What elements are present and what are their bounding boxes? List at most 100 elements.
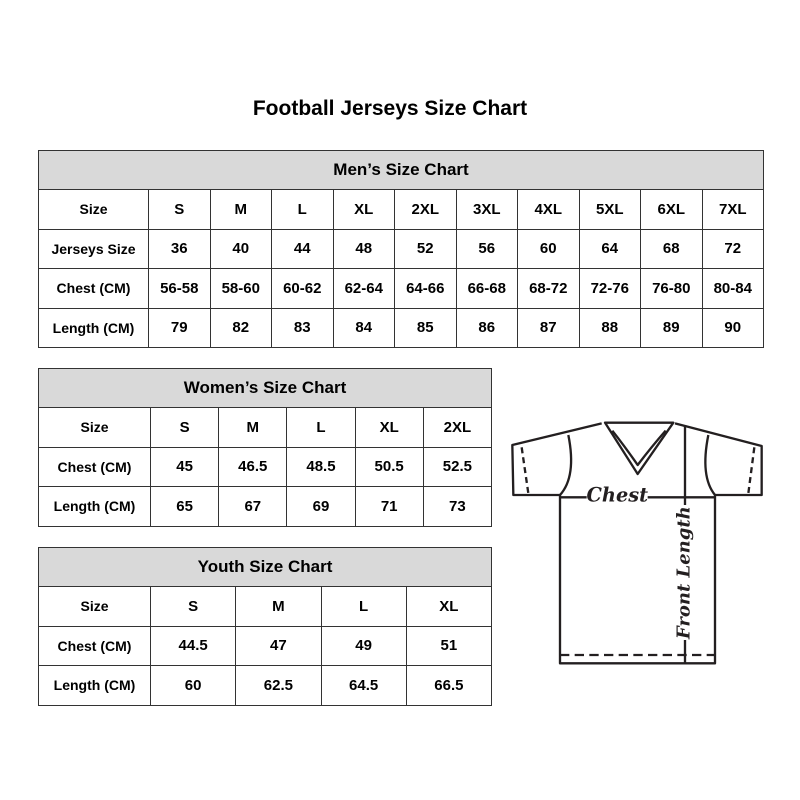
- table-cell: 64-66: [394, 268, 457, 309]
- table-cell: 66.5: [405, 665, 493, 706]
- table-cell: 71: [354, 486, 424, 527]
- table-cell: 89: [640, 307, 703, 348]
- row-label: Length (CM): [38, 307, 149, 348]
- table-cell: 48: [332, 228, 395, 269]
- table-cell: 60-62: [271, 268, 334, 309]
- table-cell: 5XL: [578, 189, 641, 230]
- table-cell: XL: [332, 189, 395, 230]
- collar-inner: [611, 429, 667, 467]
- mens-size-table: Men’s Size Chart Size S M L XL 2XL 3XL 4XL 5XL 6X…: [38, 150, 764, 348]
- row-label: Chest (CM): [38, 446, 151, 487]
- row-label: Chest (CM): [38, 268, 149, 309]
- men-row-jerseys-size: Jerseys Size 36 40 44 48 52 56 60 64 68 72: [38, 228, 764, 269]
- table-cell: 40: [209, 228, 272, 269]
- table-cell: 62.5: [235, 665, 322, 706]
- table-cell: 4XL: [517, 189, 580, 230]
- table-cell: 84: [332, 307, 395, 348]
- men-row-length-cm: Length (CM) 79 82 83 84 85 86 87 88 89 90: [38, 307, 764, 348]
- table-cell: L: [286, 407, 356, 448]
- table-cell: 87: [517, 307, 580, 348]
- table-cell: 2XL: [422, 407, 493, 448]
- table-cell: 90: [701, 307, 764, 348]
- table-cell: 69: [286, 486, 356, 527]
- row-label: Length (CM): [38, 486, 151, 527]
- table-cell: L: [271, 189, 334, 230]
- table-cell: 86: [455, 307, 518, 348]
- youth-row-chest-cm: Chest (CM) 44.5 47 49 51: [38, 625, 493, 666]
- table-cell: 56-58: [148, 268, 211, 309]
- table-cell: 49: [320, 625, 407, 666]
- youth-row-size: Size S M L XL: [38, 586, 493, 627]
- front-length-label: Front Length: [673, 506, 694, 640]
- table-cell: 64: [578, 228, 641, 269]
- table-cell: 44.5: [149, 625, 237, 666]
- table-cell: 73: [422, 486, 493, 527]
- table-cell: 58-60: [209, 268, 272, 309]
- women-row-chest-cm: Chest (CM) 45 46.5 48.5 50.5 52.5: [38, 446, 493, 487]
- table-cell: 3XL: [455, 189, 518, 230]
- table-cell: XL: [354, 407, 424, 448]
- table-cell: S: [149, 407, 220, 448]
- table-cell: 7XL: [701, 189, 764, 230]
- table-cell: XL: [405, 586, 493, 627]
- table-cell: S: [149, 586, 237, 627]
- table-cell: 60: [149, 665, 237, 706]
- chest-label: Chest: [587, 484, 649, 507]
- men-row-chest-cm: Chest (CM) 56-58 58-60 60-62 62-64 64-66 66-68…: [38, 268, 764, 309]
- table-cell: 45: [149, 446, 220, 487]
- table-cell: 44: [271, 228, 334, 269]
- table-cell: 52: [394, 228, 457, 269]
- table-cell: 85: [394, 307, 457, 348]
- table-cell: 79: [148, 307, 211, 348]
- jersey-measurement-diagram: Chest Front Length: [511, 421, 763, 665]
- row-label: Size: [38, 586, 151, 627]
- table-cell: 36: [148, 228, 211, 269]
- collar-outer: [603, 421, 675, 476]
- row-label: Chest (CM): [38, 625, 151, 666]
- mens-table-heading: Men’s Size Chart: [38, 150, 764, 190]
- table-cell: 51: [405, 625, 493, 666]
- table-cell: 64.5: [320, 665, 407, 706]
- table-cell: M: [218, 407, 288, 448]
- womens-size-table: Women’s Size Chart Size S M L XL 2XL Chest (CM…: [38, 368, 493, 527]
- table-cell: 82: [209, 307, 272, 348]
- table-cell: 50.5: [354, 446, 424, 487]
- women-row-size: Size S M L XL 2XL: [38, 407, 493, 448]
- table-cell: 62-64: [332, 268, 395, 309]
- table-cell: 80-84: [701, 268, 764, 309]
- table-cell: 6XL: [640, 189, 703, 230]
- table-cell: 56: [455, 228, 518, 269]
- table-cell: 48.5: [286, 446, 356, 487]
- table-cell: 65: [149, 486, 220, 527]
- table-cell: M: [235, 586, 322, 627]
- youth-table-heading: Youth Size Chart: [38, 547, 492, 587]
- shirt-outline: [511, 422, 763, 665]
- row-label: Jerseys Size: [38, 228, 149, 269]
- table-cell: 47: [235, 625, 322, 666]
- youth-row-length-cm: Length (CM) 60 62.5 64.5 66.5: [38, 665, 493, 706]
- table-cell: 83: [271, 307, 334, 348]
- table-cell: 52.5: [422, 446, 493, 487]
- row-label: Size: [38, 407, 151, 448]
- table-cell: 67: [218, 486, 288, 527]
- men-row-size: Size S M L XL 2XL 3XL 4XL 5XL 6XL 7XL: [38, 189, 764, 230]
- womens-table-heading: Women’s Size Chart: [38, 368, 492, 408]
- table-cell: 88: [578, 307, 641, 348]
- table-cell: 60: [517, 228, 580, 269]
- row-label: Size: [38, 189, 149, 230]
- table-cell: 68-72: [517, 268, 580, 309]
- table-cell: M: [209, 189, 272, 230]
- youth-size-table: Youth Size Chart Size S M L XL Chest (CM) 44.5…: [38, 547, 493, 706]
- table-cell: 72: [701, 228, 764, 269]
- table-cell: 72-76: [578, 268, 641, 309]
- table-cell: 46.5: [218, 446, 288, 487]
- table-cell: L: [320, 586, 407, 627]
- table-cell: 68: [640, 228, 703, 269]
- table-cell: S: [148, 189, 211, 230]
- table-cell: 66-68: [455, 268, 518, 309]
- table-cell: 2XL: [394, 189, 457, 230]
- page-title: Football Jerseys Size Chart: [252, 97, 528, 120]
- women-row-length-cm: Length (CM) 65 67 69 71 73: [38, 486, 493, 527]
- row-label: Length (CM): [38, 665, 151, 706]
